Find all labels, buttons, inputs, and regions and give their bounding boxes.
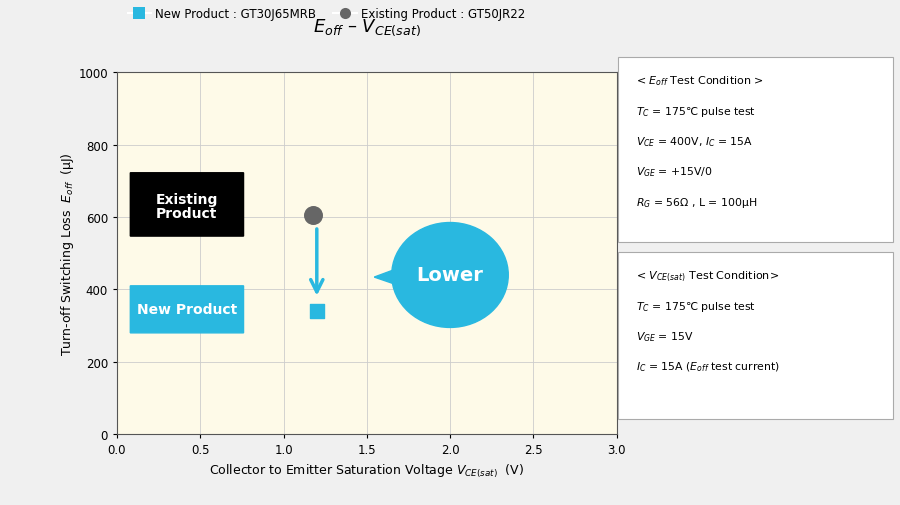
Text: Product: Product xyxy=(157,207,218,221)
Text: $T_C$ = 175℃ pulse test: $T_C$ = 175℃ pulse test xyxy=(636,105,756,119)
Title: $E_{off}$ – $V_{CE(sat)}$: $E_{off}$ – $V_{CE(sat)}$ xyxy=(313,17,420,38)
Text: $V_{GE}$ = 15V: $V_{GE}$ = 15V xyxy=(636,329,694,343)
Polygon shape xyxy=(374,270,399,286)
Point xyxy=(306,211,320,219)
Text: < $V_{CE(sat)}$ Test Condition>: < $V_{CE(sat)}$ Test Condition> xyxy=(636,269,779,283)
FancyBboxPatch shape xyxy=(130,286,244,333)
Text: $I_C$ = 15A ($E_{off}$ test current): $I_C$ = 15A ($E_{off}$ test current) xyxy=(636,360,780,373)
Legend: New Product : GT30J65MRB, Existing Product : GT50JR22: New Product : GT30J65MRB, Existing Produ… xyxy=(123,4,529,26)
Text: $R_G$ = 56Ω , L = 100μH: $R_G$ = 56Ω , L = 100μH xyxy=(636,195,758,210)
Text: Lower: Lower xyxy=(417,266,483,285)
Ellipse shape xyxy=(392,223,508,328)
Text: < $E_{off}$ Test Condition >: < $E_{off}$ Test Condition > xyxy=(636,74,764,88)
Text: Existing: Existing xyxy=(156,192,218,207)
Text: New Product: New Product xyxy=(137,302,237,317)
Y-axis label: Turn-off Switching Loss  $E_{off}$  (μJ): Turn-off Switching Loss $E_{off}$ (μJ) xyxy=(58,152,76,356)
Text: $V_{GE}$ = +15V/0: $V_{GE}$ = +15V/0 xyxy=(636,165,713,179)
Point xyxy=(310,308,324,316)
Text: $T_C$ = 175℃ pulse test: $T_C$ = 175℃ pulse test xyxy=(636,299,756,313)
X-axis label: Collector to Emitter Saturation Voltage $V_{CE(sat)}$  (V): Collector to Emitter Saturation Voltage … xyxy=(209,462,525,479)
Text: $V_{CE}$ = 400V, $I_C$ = 15A: $V_{CE}$ = 400V, $I_C$ = 15A xyxy=(636,135,753,148)
FancyBboxPatch shape xyxy=(130,173,244,237)
